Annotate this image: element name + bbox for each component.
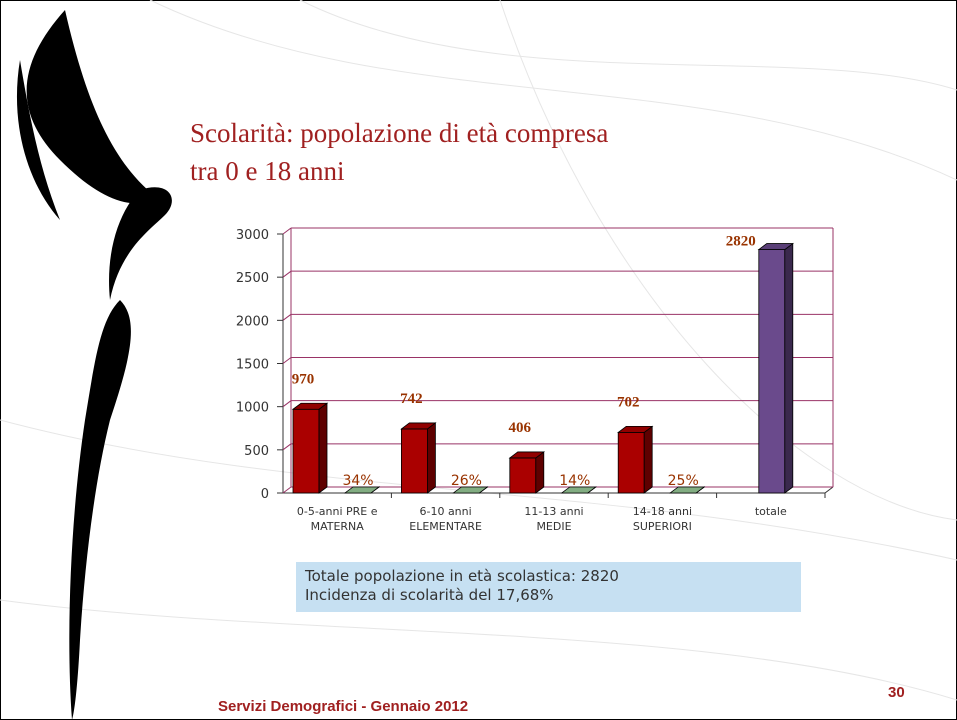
bar-side	[644, 426, 652, 493]
title-line: Scolarità: popolazione di età compresa	[190, 118, 608, 148]
y-tick-label: 2500	[236, 271, 269, 286]
x-tick-label: ELEMENTARE	[409, 520, 482, 533]
bar	[401, 423, 435, 493]
bar-side	[536, 452, 544, 493]
bar-front	[618, 432, 644, 493]
bar-front	[293, 409, 319, 493]
value-label: 25%	[668, 473, 699, 489]
x-tick-label: totale	[755, 505, 787, 518]
value-label: 14%	[559, 473, 590, 489]
x-tick-label: MEDIE	[536, 520, 571, 533]
y-tick-label: 1500	[236, 358, 269, 373]
info-line: Incidenza di scolarità del 17,68%	[305, 586, 554, 604]
slide: Scolarità: popolazione di età compresa t…	[0, 0, 957, 720]
bar	[759, 244, 793, 493]
page-number: 30	[888, 684, 905, 701]
value-label: 2820	[726, 234, 756, 250]
info-line: Totale popolazione in età scolastica: 28…	[304, 567, 619, 585]
bar-front	[401, 429, 427, 493]
value-label: 406	[509, 420, 532, 436]
bar-side	[319, 403, 327, 493]
title-line: tra 0 e 18 anni	[190, 156, 344, 186]
value-label: 702	[617, 394, 640, 410]
bar-front	[759, 250, 785, 493]
x-tick-label: 0-5-anni PRE e	[297, 505, 378, 518]
value-label: 34%	[342, 473, 373, 489]
x-tick-label: 14-18 anni	[633, 505, 692, 518]
x-tick-label: 11-13 anni	[524, 505, 583, 518]
bar-front	[510, 458, 536, 493]
bar	[293, 403, 327, 493]
y-tick-label: 2000	[236, 314, 269, 329]
value-label: 970	[292, 371, 315, 387]
footer: Servizi Demografici - Gennaio 2012	[218, 698, 468, 715]
x-tick-label: SUPERIORI	[633, 520, 692, 533]
y-tick-label: 0	[261, 487, 269, 502]
x-tick-label: 6-10 anni	[419, 505, 471, 518]
y-tick-label: 3000	[236, 228, 269, 243]
y-tick-label: 1000	[236, 401, 269, 416]
bar-side	[427, 423, 435, 493]
bar	[510, 452, 544, 493]
x-tick-label: MATERNA	[311, 520, 365, 533]
bar-side	[785, 244, 793, 493]
value-label: 742	[400, 391, 423, 407]
bar	[618, 426, 652, 493]
y-tick-label: 500	[244, 444, 269, 459]
value-label: 26%	[451, 473, 482, 489]
